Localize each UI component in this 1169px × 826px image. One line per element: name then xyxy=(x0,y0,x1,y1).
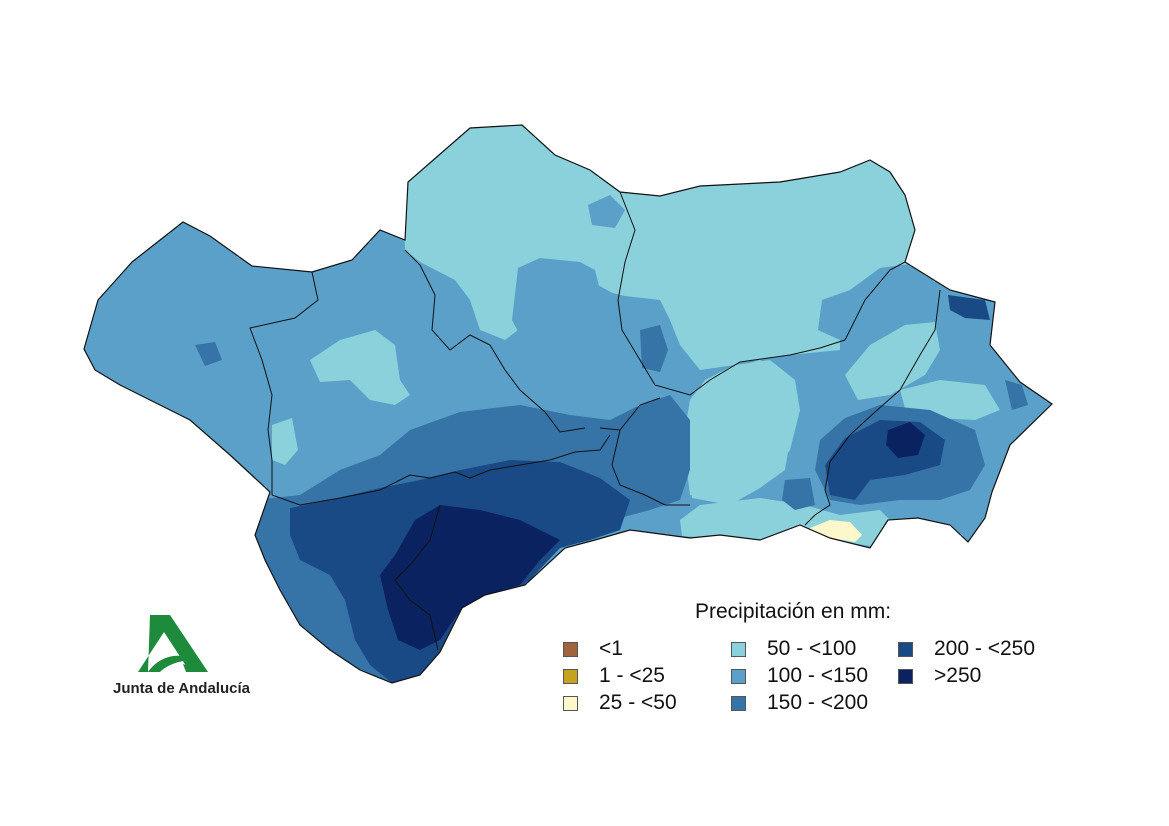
legend-swatch xyxy=(563,695,578,711)
boundary-sevilla-cordoba xyxy=(404,249,586,433)
boundary-cadiz-malaga xyxy=(394,504,441,651)
boundary-granada-almeria xyxy=(804,289,941,526)
boundary-granada-west xyxy=(611,429,690,506)
legend-label: 25 - <50 xyxy=(599,691,677,714)
legend-item-lt1: <1 xyxy=(563,637,623,660)
legend-item-1-25: 1 - <25 xyxy=(563,664,665,687)
legend-label: 200 - <250 xyxy=(934,637,1036,660)
boundary-cadiz-sevilla-malaga xyxy=(271,434,611,506)
boundary-cordoba-granada xyxy=(599,397,661,431)
zone-150-200-sevilla-e xyxy=(195,342,222,366)
logo-text: Junta de Andalucía xyxy=(113,680,250,697)
legend-swatch xyxy=(898,641,913,657)
legend-swatch xyxy=(563,641,578,657)
boundary-huelva-sevilla xyxy=(249,271,319,495)
zone-50-100-sevilla-n xyxy=(310,330,410,405)
zone-gt250-granada xyxy=(886,422,925,458)
zone-200-250-almeria-n xyxy=(948,295,990,320)
legend-label: 1 - <25 xyxy=(599,664,665,687)
legend-item-100-150: 100 - <150 xyxy=(731,664,869,687)
legend-swatch xyxy=(563,668,578,684)
legend-item-25-50: 25 - <50 xyxy=(563,691,677,714)
legend-item-50-100: 50 - <100 xyxy=(731,637,857,660)
zone-50-100-jaen-east xyxy=(685,360,800,500)
junta-logo-icon xyxy=(138,615,208,672)
legend-label: >250 xyxy=(934,664,982,687)
boundary-cordoba-jaen xyxy=(617,191,846,396)
legend-label: <1 xyxy=(599,637,623,660)
legend-swatch xyxy=(898,668,913,684)
legend-label: 100 - <150 xyxy=(767,664,869,687)
legend-item-gt250: >250 xyxy=(898,664,982,687)
legend-title: Precipitación en mm: xyxy=(695,600,892,623)
legend-swatch xyxy=(731,695,746,711)
zone-100-150-cordoba xyxy=(512,258,640,370)
legend-swatch xyxy=(731,668,746,684)
zone-150-200-jaen-w xyxy=(640,325,668,372)
zone-gt250-serrania xyxy=(380,505,560,650)
legend-item-150-200: 150 - <200 xyxy=(731,691,869,714)
zone-50-100-campina xyxy=(272,418,298,465)
zone-150-200-almeria-ne xyxy=(1005,380,1028,410)
legend-item-200-250: 200 - <250 xyxy=(898,637,1036,660)
legend-label: 150 - <200 xyxy=(767,691,869,714)
zone-100-150-jaen xyxy=(588,195,625,228)
legend-swatch xyxy=(731,641,746,657)
zone-50-100-granada-ne xyxy=(845,322,940,400)
zone-150-200-granada-s xyxy=(782,478,815,510)
province-boundaries xyxy=(249,191,941,651)
legend-label: 50 - <100 xyxy=(767,637,857,660)
boundary-jaen-granada-north xyxy=(844,261,906,341)
